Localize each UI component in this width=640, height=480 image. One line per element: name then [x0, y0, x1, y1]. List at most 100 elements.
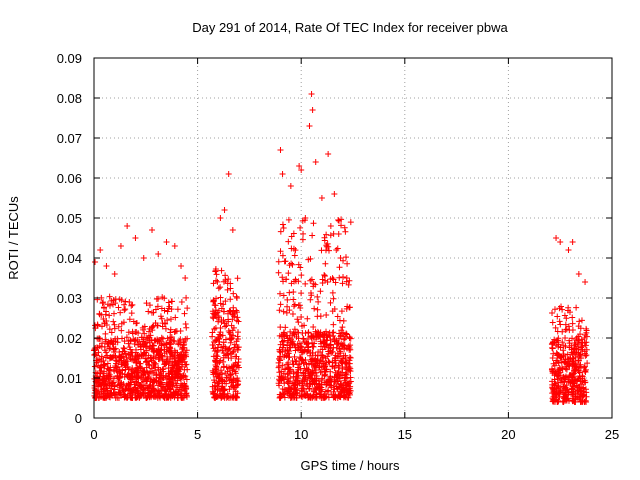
data-point [211, 326, 218, 333]
data-point [146, 383, 153, 390]
data-point [184, 305, 191, 312]
data-point [312, 159, 319, 165]
data-point [149, 227, 156, 233]
data-point [323, 312, 330, 319]
data-point [327, 347, 334, 354]
data-point [168, 298, 175, 305]
data-point [327, 299, 334, 306]
data-point [288, 233, 295, 240]
data-point [326, 359, 333, 366]
data-point [223, 345, 230, 352]
data-point [221, 394, 228, 401]
data-point [182, 275, 189, 281]
data-point [290, 230, 297, 237]
data-point [296, 360, 303, 367]
data-point [278, 333, 285, 340]
data-point [333, 246, 340, 253]
data-point [180, 372, 187, 379]
data-point [559, 365, 566, 372]
data-point [296, 163, 303, 169]
data-point [167, 316, 174, 323]
data-point [331, 386, 338, 393]
data-point [174, 391, 181, 398]
data-point [314, 306, 321, 313]
data-point [287, 375, 294, 382]
data-point [347, 378, 354, 385]
data-point [101, 381, 108, 388]
data-point [288, 280, 295, 287]
data-point [222, 323, 229, 330]
data-point [93, 344, 100, 351]
data-point [276, 356, 283, 363]
data-point [220, 308, 227, 315]
data-point [128, 349, 135, 356]
data-point [181, 310, 188, 317]
data-point [92, 394, 99, 401]
data-point [183, 361, 190, 368]
data-point [140, 326, 147, 333]
data-point [293, 357, 300, 364]
data-point [319, 346, 326, 353]
data-point [293, 333, 300, 340]
data-point [310, 343, 317, 350]
data-point [340, 382, 347, 389]
data-point [553, 342, 560, 349]
data-point [301, 376, 308, 383]
data-point [94, 370, 101, 377]
data-point [168, 334, 175, 341]
data-point [569, 335, 576, 342]
data-point [336, 345, 343, 352]
data-point [285, 378, 292, 385]
data-point [322, 344, 329, 351]
data-point [342, 371, 349, 378]
data-point [217, 357, 224, 364]
data-point [123, 394, 130, 401]
data-point [231, 341, 238, 348]
data-point [155, 251, 162, 257]
data-point [104, 352, 111, 359]
data-point [297, 224, 304, 231]
data-point [184, 366, 191, 373]
data-point [92, 259, 99, 265]
data-point [209, 333, 216, 340]
data-point [300, 360, 307, 367]
data-point [172, 314, 179, 321]
data-point [556, 375, 563, 382]
data-point [213, 271, 220, 278]
data-point [126, 299, 133, 306]
data-point [178, 387, 185, 394]
data-point [284, 350, 291, 357]
data-point [332, 362, 339, 369]
data-point [310, 220, 317, 227]
data-point [280, 292, 287, 299]
data-point [102, 311, 109, 318]
data-point [143, 358, 150, 365]
data-point [307, 296, 314, 303]
data-point [324, 353, 331, 360]
data-point [218, 267, 225, 274]
data-point [210, 297, 217, 304]
data-point [553, 357, 560, 364]
data-point [341, 342, 348, 349]
data-point [322, 247, 329, 254]
data-point [346, 277, 353, 284]
data-point [133, 320, 140, 327]
data-point [578, 336, 585, 343]
data-point [141, 342, 148, 349]
data-point [156, 374, 163, 381]
data-point [339, 369, 346, 376]
data-point [176, 374, 183, 381]
data-point [234, 362, 241, 369]
data-point [277, 290, 284, 297]
data-point [347, 368, 354, 375]
data-point [155, 388, 162, 395]
data-point [279, 344, 286, 351]
data-point [338, 359, 345, 366]
data-point [109, 380, 116, 387]
data-point [93, 352, 100, 359]
data-point [287, 367, 294, 374]
data-point [150, 385, 157, 392]
data-point [315, 298, 322, 305]
data-point [148, 392, 155, 399]
data-point [319, 352, 326, 359]
